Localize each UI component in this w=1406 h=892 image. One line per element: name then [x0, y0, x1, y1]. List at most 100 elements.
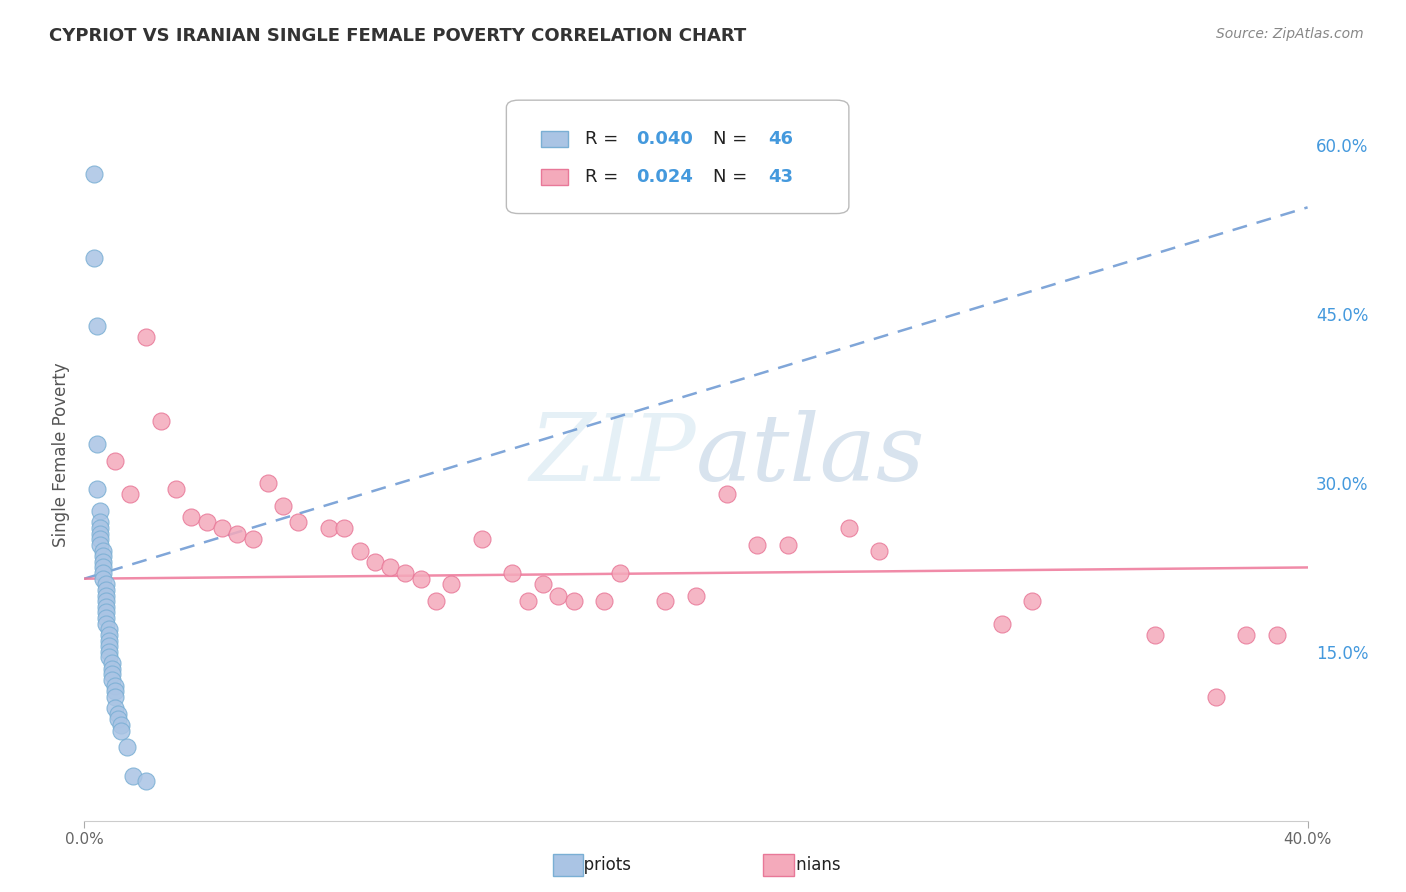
Point: [502, 566, 524, 580]
Point: [97, 645, 120, 659]
Point: [104, 453, 127, 467]
Point: [364, 555, 387, 569]
Point: [89, 521, 111, 535]
Point: [94, 577, 117, 591]
Text: Source: ZipAtlas.com: Source: ZipAtlas.com: [1216, 27, 1364, 41]
Text: R =: R =: [585, 168, 624, 186]
FancyBboxPatch shape: [506, 100, 849, 213]
Point: [135, 330, 157, 344]
Point: [101, 673, 124, 687]
Point: [91, 543, 114, 558]
Text: atlas: atlas: [696, 410, 925, 500]
Point: [257, 476, 280, 491]
Point: [609, 566, 631, 580]
Text: R =: R =: [585, 130, 624, 148]
Point: [195, 516, 218, 530]
Point: [97, 628, 120, 642]
Point: [394, 566, 416, 580]
Point: [83, 251, 105, 265]
Point: [101, 656, 124, 670]
Point: [562, 594, 585, 608]
Point: [716, 487, 738, 501]
Point: [149, 414, 172, 428]
Point: [120, 487, 142, 501]
Point: [107, 712, 129, 726]
Point: [104, 684, 127, 698]
Point: [94, 611, 117, 625]
Point: [104, 679, 127, 693]
Point: [110, 723, 132, 738]
Point: [349, 543, 371, 558]
Point: [380, 560, 402, 574]
Point: [165, 482, 187, 496]
Point: [1143, 628, 1166, 642]
Point: [593, 594, 616, 608]
Point: [1021, 594, 1043, 608]
Text: N =: N =: [713, 168, 754, 186]
Point: [747, 538, 769, 552]
Point: [516, 594, 538, 608]
Point: [97, 639, 120, 653]
Point: [83, 167, 105, 181]
Point: [471, 533, 494, 547]
Point: [94, 582, 117, 597]
Point: [838, 521, 860, 535]
Point: [226, 526, 249, 541]
Point: [1205, 690, 1227, 704]
Point: [242, 533, 264, 547]
Point: [271, 499, 294, 513]
Bar: [541, 131, 568, 147]
Point: [547, 589, 569, 603]
Point: [97, 623, 120, 637]
Point: [89, 504, 111, 518]
Point: [91, 549, 114, 564]
Point: [869, 543, 891, 558]
Point: [91, 566, 114, 580]
Point: [86, 482, 108, 496]
Text: ZIP: ZIP: [529, 410, 696, 500]
Point: [531, 577, 554, 591]
Point: [89, 516, 111, 530]
Text: CYPRIOT VS IRANIAN SINGLE FEMALE POVERTY CORRELATION CHART: CYPRIOT VS IRANIAN SINGLE FEMALE POVERTY…: [49, 27, 747, 45]
Point: [333, 521, 356, 535]
Point: [94, 616, 117, 631]
Point: [654, 594, 676, 608]
Point: [104, 690, 127, 704]
Point: [425, 594, 447, 608]
Point: [122, 769, 145, 783]
Point: [107, 706, 129, 721]
Point: [685, 589, 707, 603]
Text: Cypriots: Cypriots: [536, 856, 631, 874]
Point: [115, 740, 138, 755]
Point: [89, 526, 111, 541]
Point: [409, 572, 432, 586]
Point: [440, 577, 463, 591]
Point: [94, 594, 117, 608]
Point: [101, 667, 124, 681]
Text: 0.024: 0.024: [636, 168, 693, 186]
Point: [104, 701, 127, 715]
Point: [1236, 628, 1258, 642]
Text: 0.040: 0.040: [636, 130, 693, 148]
Point: [86, 436, 108, 450]
Point: [89, 533, 111, 547]
Point: [211, 521, 233, 535]
Bar: [541, 169, 568, 185]
Point: [97, 633, 120, 648]
Point: [287, 516, 309, 530]
Text: 46: 46: [768, 130, 793, 148]
Point: [776, 538, 799, 552]
Point: [991, 616, 1014, 631]
Point: [89, 538, 111, 552]
Point: [318, 521, 340, 535]
Point: [86, 318, 108, 333]
Point: [94, 599, 117, 614]
Point: [1265, 628, 1288, 642]
Point: [180, 509, 202, 524]
Point: [101, 662, 124, 676]
Point: [91, 555, 114, 569]
Y-axis label: Single Female Poverty: Single Female Poverty: [52, 363, 70, 547]
Point: [97, 650, 120, 665]
Point: [94, 606, 117, 620]
Point: [135, 774, 157, 789]
